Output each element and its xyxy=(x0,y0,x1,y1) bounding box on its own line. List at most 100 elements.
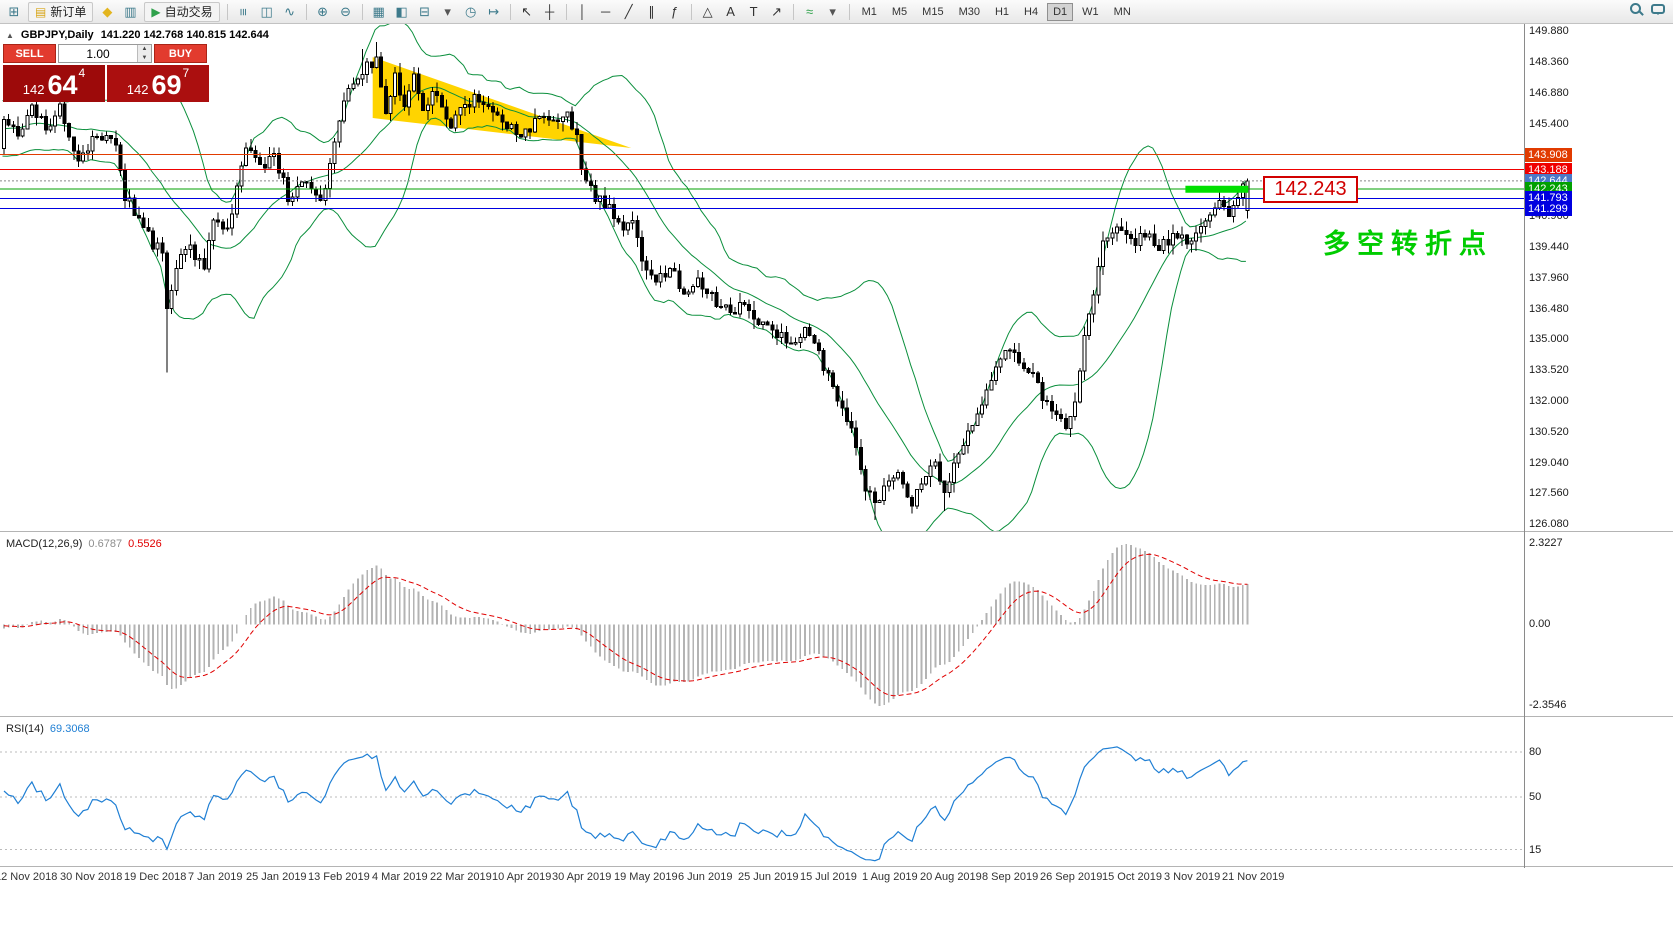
timeframe-m1[interactable]: M1 xyxy=(861,5,877,18)
line-mode-icon[interactable]: ∿ xyxy=(284,3,296,19)
price-axis-tag: 143.188 xyxy=(1525,162,1572,177)
chat-icon[interactable] xyxy=(1651,3,1665,15)
autotrading-button[interactable]: ▶ 自动交易 xyxy=(144,1,220,22)
price-axis-label: 132.000 xyxy=(1529,395,1569,408)
vertical-line-icon[interactable]: │ xyxy=(578,4,587,19)
equidistant-channel-icon[interactable]: ∥ xyxy=(648,3,655,19)
toolbar-separator xyxy=(361,3,363,20)
timeframe-m5[interactable]: M5 xyxy=(891,5,908,18)
trendline-icon[interactable]: ╱ xyxy=(624,3,633,19)
price-axis-separator xyxy=(1524,24,1525,868)
sell-button[interactable]: SELL xyxy=(3,44,56,63)
time-axis-label: 1 Aug 2019 xyxy=(862,871,918,883)
lot-decrement-icon[interactable]: ▼ xyxy=(138,53,151,62)
zoom-in-icon[interactable]: ⊕ xyxy=(317,3,329,19)
toolbar-separator xyxy=(690,3,692,20)
buy-price[interactable]: 142 69 7 xyxy=(107,65,209,102)
sell-price-pips: 64 xyxy=(47,70,78,100)
zoom-out-icon[interactable]: ⊖ xyxy=(340,3,352,19)
sell-price[interactable]: 142 64 4 xyxy=(3,65,105,102)
chart-shift-icon[interactable]: ↦ xyxy=(488,3,500,19)
price-axis-label: 149.880 xyxy=(1529,24,1569,37)
rsi-level-label: 15 xyxy=(1529,843,1542,856)
timeframe-mn[interactable]: MN xyxy=(1113,5,1131,18)
price-axis-label: 127.560 xyxy=(1529,487,1569,500)
autotrading-label: 自动交易 xyxy=(164,5,213,19)
clock-icon[interactable]: ◷ xyxy=(464,3,477,19)
crosshair-icon[interactable]: ┼ xyxy=(545,4,555,19)
timeframe-d1[interactable]: D1 xyxy=(1047,2,1074,21)
arrange-dropdown-icon[interactable]: ▾ xyxy=(444,3,451,19)
lot-increment-icon[interactable]: ▲ xyxy=(138,45,151,54)
cascade-windows-icon[interactable]: ◧ xyxy=(395,3,408,19)
chart-symbol-period: GBPJPY,Daily xyxy=(20,29,94,41)
rsi-line xyxy=(3,746,1248,862)
price-axis-label: 136.480 xyxy=(1529,302,1569,315)
indicators-dropdown-icon[interactable]: ▾ xyxy=(829,3,836,19)
tile-horizontally-icon[interactable]: ⊟ xyxy=(419,3,431,19)
price-axis-label: 133.520 xyxy=(1529,363,1569,376)
lot-input[interactable] xyxy=(59,45,137,62)
time-axis-label: 3 Nov 2019 xyxy=(1164,871,1221,883)
bollinger-band xyxy=(2,24,1247,462)
sell-price-main: 142 xyxy=(22,82,45,97)
time-axis-label: 30 Apr 2019 xyxy=(552,871,612,883)
chart-annotation-text[interactable]: 多空转折点 xyxy=(1323,229,1493,259)
time-axis-label: 25 Jan 2019 xyxy=(246,871,307,883)
candles-mode-icon[interactable]: ◫ xyxy=(260,3,273,19)
time-axis-label: 20 Aug 2019 xyxy=(920,871,982,883)
arrows-icon[interactable]: ↗ xyxy=(771,3,783,19)
rsi-name: RSI(14) xyxy=(6,723,44,735)
time-axis-label: 22 Mar 2019 xyxy=(430,871,492,883)
fibonacci-icon[interactable]: ƒ xyxy=(670,4,679,19)
macd-signal-line xyxy=(3,553,1248,697)
lot-spinner: ▲ ▼ xyxy=(137,45,151,62)
one-click-toggle-icon[interactable]: ▲ xyxy=(6,30,14,40)
time-axis-label: 30 Nov 2018 xyxy=(60,871,123,883)
new-order-icon: ▤ xyxy=(35,4,47,19)
macd-axis-max: 2.3227 xyxy=(1529,537,1563,549)
new-order-button[interactable]: ▤ 新订单 xyxy=(28,1,94,22)
indicators-icon[interactable]: ≈ xyxy=(806,4,814,19)
market-watch-icon[interactable]: ▥ xyxy=(124,3,137,19)
text-label-icon[interactable]: T xyxy=(749,4,758,19)
community-icon[interactable]: ◆ xyxy=(102,3,113,19)
new-chart-icon[interactable]: ⊞ xyxy=(8,3,20,19)
trade-prices-row: 142 64 4 142 69 7 xyxy=(3,65,209,102)
price-axis-label: 129.040 xyxy=(1529,456,1569,469)
bars-mode-icon[interactable]: ≡ xyxy=(236,7,252,16)
price-axis-label: 135.000 xyxy=(1529,333,1569,346)
timeframe-w1[interactable]: W1 xyxy=(1082,5,1099,18)
sell-price-point: 4 xyxy=(78,66,86,80)
text-icon[interactable]: A xyxy=(726,4,735,19)
shapes-icon[interactable]: △ xyxy=(702,3,713,19)
triangle-pattern xyxy=(372,57,632,148)
price-axis-label: 145.400 xyxy=(1529,117,1569,130)
panel-separator[interactable] xyxy=(0,716,1673,718)
autotrading-icon: ▶ xyxy=(151,4,161,19)
macd-panel[interactable] xyxy=(0,534,1524,716)
buy-price-main: 142 xyxy=(126,82,149,97)
price-axis-label: 148.360 xyxy=(1529,56,1569,69)
horizontal-line-icon[interactable]: ─ xyxy=(601,4,611,19)
timeframe-m15[interactable]: M15 xyxy=(922,5,944,18)
timeframe-m30[interactable]: M30 xyxy=(958,5,980,18)
toolbar-separator xyxy=(848,3,850,20)
time-axis-label: 10 Apr 2019 xyxy=(492,871,552,883)
cursor-icon[interactable]: ↖ xyxy=(521,3,533,19)
price-flag-label[interactable]: 142.243 xyxy=(1263,176,1358,203)
buy-button[interactable]: BUY xyxy=(154,44,207,63)
time-axis-label: 8 Sep 2019 xyxy=(982,871,1039,883)
time-axis-label: 21 Nov 2019 xyxy=(1222,871,1285,883)
price-chart[interactable] xyxy=(0,24,1524,531)
rsi-level-label: 80 xyxy=(1529,746,1542,758)
macd-main-value: 0.6787 xyxy=(88,538,123,550)
panel-separator[interactable] xyxy=(0,531,1673,533)
one-click-trading-panel: SELL ▲ ▼ BUY 142 64 4 142 69 7 xyxy=(3,44,209,102)
search-icon[interactable] xyxy=(1630,3,1641,14)
price-axis-label: 139.440 xyxy=(1529,241,1569,254)
timeframe-h1[interactable]: H1 xyxy=(994,5,1010,18)
tile-windows-icon[interactable]: ▦ xyxy=(372,3,385,19)
rsi-panel[interactable] xyxy=(0,719,1524,866)
timeframe-h4[interactable]: H4 xyxy=(1024,5,1039,18)
